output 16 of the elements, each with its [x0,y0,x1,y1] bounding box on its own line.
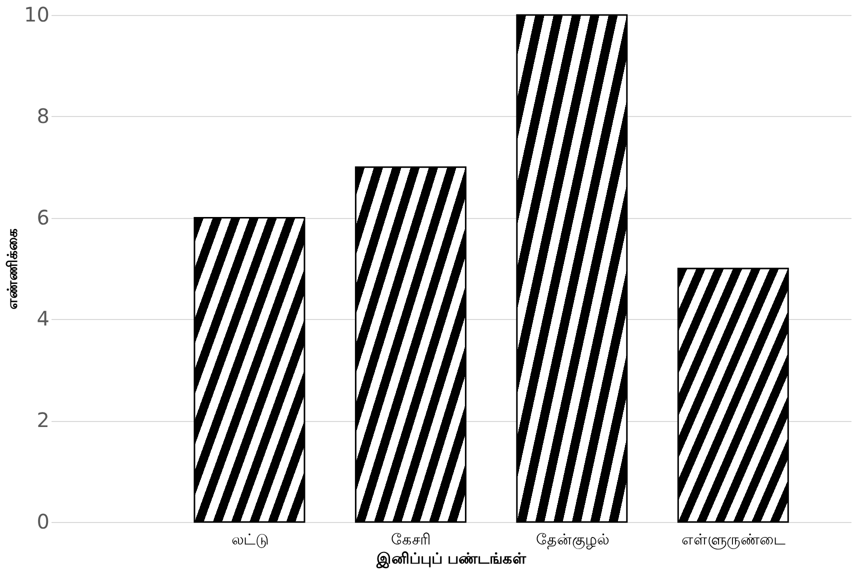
x-tick-label: எள்ளுருண்டை [682,530,786,550]
y-tick-label: 6 [36,205,50,230]
y-tick-label: 2 [36,408,50,432]
y-tick-label: 4 [36,306,50,331]
bar [516,14,628,523]
bar [194,217,306,523]
y-tick-label: 0 [36,510,50,534]
x-tick-label: கேசரி [391,530,432,548]
x-tick-label: தேன்குழல் [536,530,609,550]
y-tick-label: 10 [24,2,50,26]
bar [677,268,789,523]
y-axis-title: எண்ணிக்கை [5,228,22,310]
y-tick-label: 8 [36,104,50,128]
x-axis-title: இனிப்புப் பண்டங்கள் [375,550,527,568]
bar [354,166,466,523]
x-tick-label: லட்டு [231,530,268,548]
